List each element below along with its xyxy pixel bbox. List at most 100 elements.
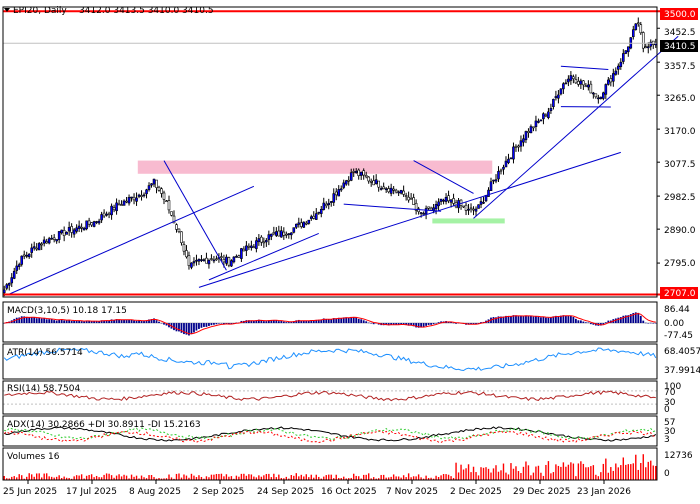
candle-body bbox=[370, 181, 372, 182]
candle-body bbox=[46, 242, 48, 243]
candle-body bbox=[225, 257, 227, 263]
candle-body bbox=[627, 47, 629, 52]
macd-histogram-bar bbox=[587, 322, 589, 323]
candle-body bbox=[330, 202, 332, 203]
candle-body bbox=[607, 80, 609, 84]
price-tick-label: 3265.0 bbox=[664, 94, 696, 104]
price-tick-label: 2982.5 bbox=[664, 193, 696, 203]
candle-body bbox=[166, 201, 168, 202]
candle-body bbox=[408, 197, 410, 200]
candle-body bbox=[388, 189, 390, 192]
candle-body bbox=[505, 161, 507, 167]
candle-body bbox=[56, 239, 58, 241]
candle-body bbox=[21, 256, 23, 264]
candle-body bbox=[338, 189, 340, 196]
candle-body bbox=[275, 232, 277, 236]
candle-body bbox=[602, 93, 604, 99]
candle-body bbox=[383, 187, 385, 189]
macd-histogram-bar bbox=[533, 317, 535, 323]
candle-body bbox=[358, 170, 360, 176]
candle-body bbox=[278, 231, 280, 236]
candle-body bbox=[393, 189, 395, 190]
candle-body bbox=[488, 190, 490, 196]
candle-body bbox=[580, 81, 582, 84]
candle-body bbox=[315, 214, 317, 220]
candle-body bbox=[380, 188, 382, 189]
candle-body bbox=[111, 206, 113, 215]
candle-body bbox=[210, 259, 212, 260]
macd-histogram-bar bbox=[21, 316, 23, 323]
candle-body bbox=[620, 62, 622, 66]
candle-body bbox=[527, 131, 529, 132]
candle-body bbox=[121, 205, 123, 206]
candle-body bbox=[28, 254, 30, 257]
candle-body bbox=[270, 234, 272, 236]
macd-histogram-bar bbox=[515, 315, 517, 323]
candle-body bbox=[285, 234, 287, 235]
date-tick-label: 2 Dec 2025 bbox=[450, 487, 502, 497]
macd-histogram-bar bbox=[637, 313, 639, 323]
macd-histogram-bar bbox=[196, 323, 198, 330]
candle-body bbox=[48, 239, 50, 243]
chart-header-ohlc: 3412.0 3413.5 3410.0 3410.5 bbox=[79, 6, 214, 16]
candle-body bbox=[63, 230, 65, 235]
candle-body bbox=[448, 196, 450, 201]
candle-body bbox=[550, 108, 552, 110]
candle-body bbox=[283, 232, 285, 235]
macd-histogram-bar bbox=[278, 321, 280, 323]
candle-body bbox=[308, 220, 310, 223]
candle-body bbox=[81, 227, 83, 228]
candle-body bbox=[348, 180, 350, 181]
candle-body bbox=[263, 242, 265, 243]
candle-body bbox=[61, 230, 63, 233]
price-tick-label: 3357.5 bbox=[664, 62, 696, 72]
macd-histogram-bar bbox=[647, 323, 649, 324]
candle-body bbox=[473, 209, 475, 210]
candle-body bbox=[128, 197, 130, 203]
macd-histogram-bar bbox=[565, 316, 567, 324]
date-tick-label: 17 Jul 2025 bbox=[66, 487, 117, 497]
macd-histogram-bar bbox=[590, 323, 592, 324]
macd-histogram-bar bbox=[191, 323, 193, 334]
macd-tick-label: -77.45 bbox=[664, 331, 693, 341]
candle-body bbox=[126, 201, 128, 202]
candle-body bbox=[76, 228, 78, 231]
macd-histogram-bar bbox=[211, 323, 213, 325]
candle-body bbox=[148, 186, 150, 190]
date-tick-label: 24 Sep 2025 bbox=[257, 487, 314, 497]
candle-body bbox=[6, 285, 8, 289]
price-tick-label: 3452.5 bbox=[664, 28, 696, 38]
macd-tick-label: 0.00 bbox=[664, 319, 684, 329]
macd-histogram-bar bbox=[550, 318, 552, 323]
macd-histogram-bar bbox=[41, 319, 43, 323]
rsi-label: RSI(14) 58.7504 bbox=[7, 384, 80, 394]
support-zone bbox=[432, 218, 504, 223]
macd-histogram-bar bbox=[330, 319, 332, 323]
macd-histogram-bar bbox=[136, 321, 138, 323]
candle-body bbox=[368, 177, 370, 181]
macd-histogram-bar bbox=[63, 320, 65, 323]
candle-body bbox=[493, 180, 495, 181]
candle-body bbox=[310, 217, 312, 219]
macd-histogram-bar bbox=[81, 321, 83, 323]
candle-body bbox=[161, 189, 163, 194]
macd-histogram-bar bbox=[622, 316, 624, 323]
macd-label: MACD(3,10,5) 10.18 17.15 bbox=[7, 306, 127, 316]
candle-body bbox=[343, 183, 345, 188]
macd-histogram-bar bbox=[43, 318, 45, 323]
macd-histogram-bar bbox=[83, 322, 85, 323]
candle-body bbox=[3, 290, 5, 293]
candle-body bbox=[288, 234, 290, 235]
candle-body bbox=[428, 207, 430, 208]
price-tick-label: 3077.5 bbox=[664, 160, 696, 170]
candle-body bbox=[298, 223, 300, 225]
macd-histogram-bar bbox=[121, 320, 123, 323]
candle-body bbox=[572, 77, 574, 79]
macd-histogram-bar bbox=[453, 323, 455, 324]
rsi-tick-label: 0 bbox=[664, 405, 670, 415]
candle-body bbox=[290, 233, 292, 235]
candle-body bbox=[547, 112, 549, 118]
date-tick-label: 25 Jun 2025 bbox=[3, 487, 57, 497]
candle-body bbox=[53, 238, 55, 240]
candle-body bbox=[118, 204, 120, 205]
